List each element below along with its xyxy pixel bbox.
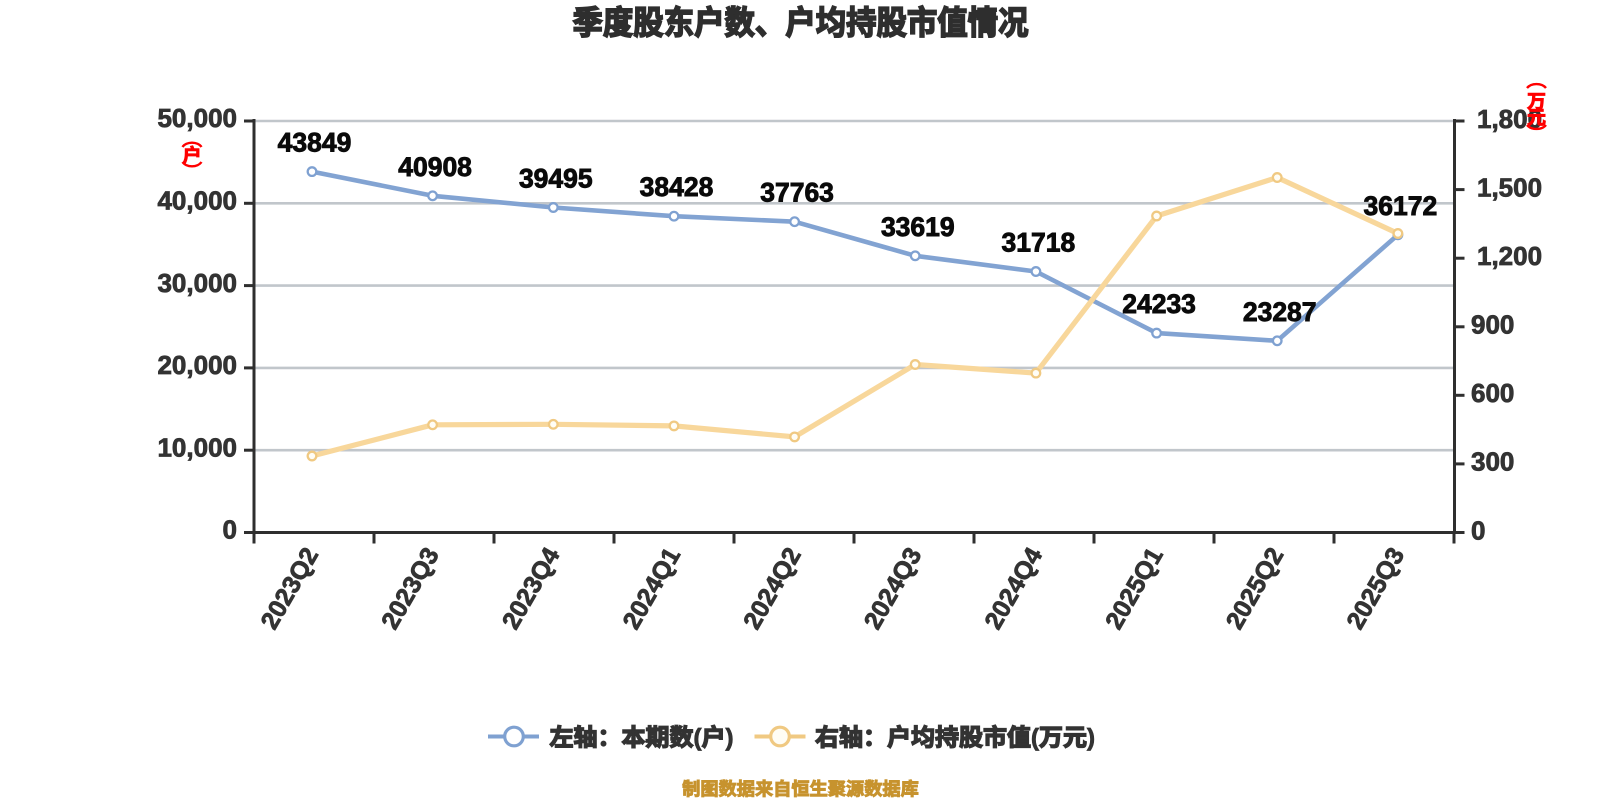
svg-text:0: 0 [223,515,237,545]
svg-text:33619: 33619 [881,212,955,242]
svg-text:1,500: 1,500 [1477,172,1542,202]
svg-text:600: 600 [1471,378,1514,408]
svg-text:40908: 40908 [398,152,472,182]
svg-text:900: 900 [1471,310,1514,340]
svg-text:): ) [1087,725,1095,752]
svg-text:39495: 39495 [519,164,593,194]
svg-text:20,000: 20,000 [157,350,237,380]
svg-text:(: ( [694,725,702,752]
svg-text:31718: 31718 [1002,228,1076,258]
svg-text:(: ( [1031,725,1039,752]
svg-text:38428: 38428 [640,172,714,202]
svg-text:23287: 23287 [1243,297,1317,327]
svg-text:24233: 24233 [1122,289,1196,319]
svg-text:): ) [726,725,734,752]
svg-text:10,000: 10,000 [157,432,237,462]
svg-text:300: 300 [1471,447,1514,477]
svg-text:1,200: 1,200 [1477,241,1542,271]
svg-text:40,000: 40,000 [157,186,237,216]
svg-text:50,000: 50,000 [157,103,237,133]
svg-text:0: 0 [1471,515,1485,545]
svg-text:37763: 37763 [760,178,834,208]
svg-text:43849: 43849 [278,128,352,158]
svg-text:36172: 36172 [1364,191,1438,221]
svg-text:30,000: 30,000 [157,268,237,298]
